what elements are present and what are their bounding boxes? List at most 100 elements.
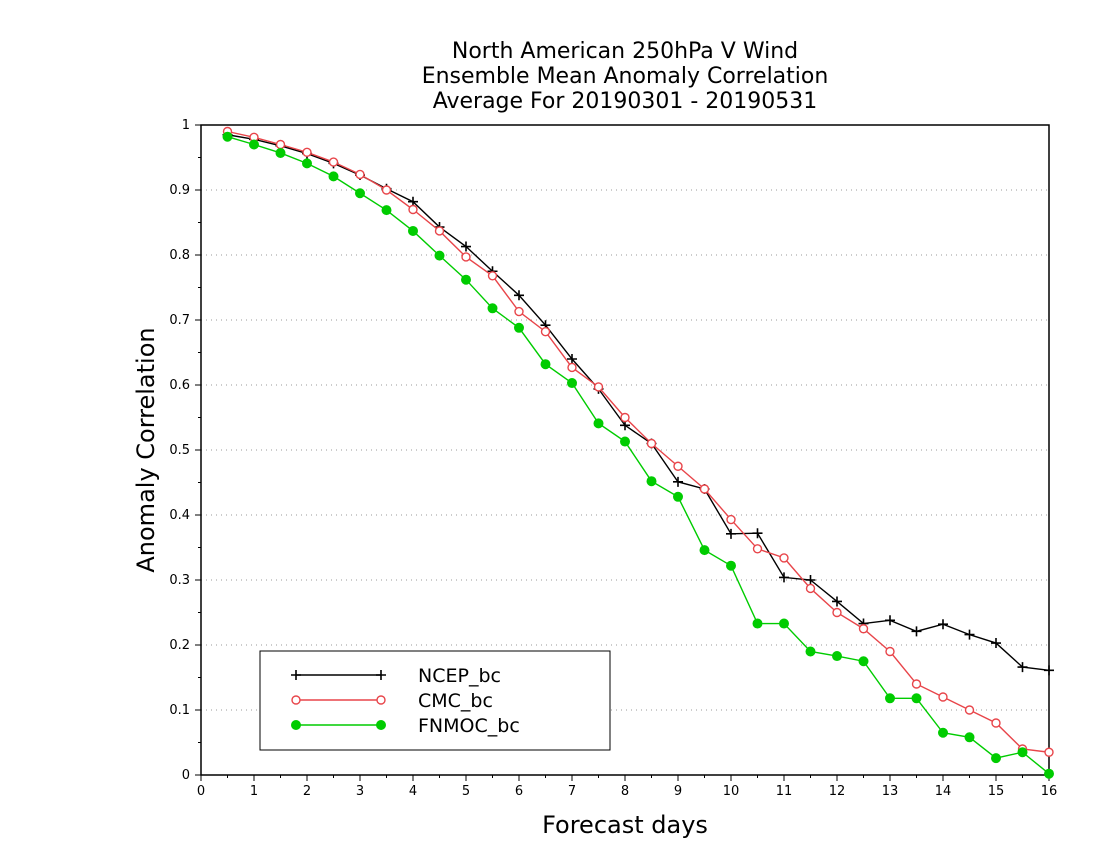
legend-entry-ncep-bc: NCEP_bc (291, 665, 501, 687)
data-point-cmc-bc (540, 327, 551, 337)
x-tick-label: 12 (829, 784, 846, 799)
data-point-cmc-bc (567, 362, 577, 373)
data-point-fnmoc-bc (752, 618, 763, 629)
data-point-cmc-bc (514, 306, 524, 317)
x-tick-label: 1 (250, 784, 258, 799)
data-point-cmc-bc (434, 226, 445, 236)
x-tick-label: 3 (356, 784, 364, 799)
x-tick-label: 4 (409, 784, 417, 799)
x-tick-label: 7 (568, 784, 576, 799)
series-line-cmc-bc (227, 130, 1050, 753)
legend-marker (376, 670, 386, 680)
x-tick-label: 13 (882, 784, 899, 799)
data-point-fnmoc-bc (620, 436, 630, 447)
data-point-ncep-bc (514, 290, 524, 301)
x-tick-label: 8 (621, 784, 629, 799)
data-point-cmc-bc (593, 382, 604, 392)
data-point-ncep-bc (461, 241, 471, 252)
data-point-cmc-bc (620, 412, 630, 423)
y-tick-label: 0 (182, 768, 190, 783)
data-point-cmc-bc (991, 718, 1001, 728)
data-point-ncep-bc (964, 629, 975, 640)
data-point-fnmoc-bc (434, 250, 445, 261)
x-tick-label: 6 (515, 784, 523, 799)
data-point-cmc-bc (1044, 747, 1054, 757)
chart-title-line: Average For 20190301 - 20190531 (433, 89, 818, 114)
data-point-cmc-bc (302, 147, 312, 158)
data-point-cmc-bc (408, 204, 418, 215)
data-point-cmc-bc (461, 252, 471, 262)
x-axis-label: Forecast days (542, 811, 708, 839)
data-point-fnmoc-bc (938, 727, 948, 738)
legend-marker (291, 695, 301, 705)
data-point-fnmoc-bc (381, 205, 392, 216)
data-point-cmc-bc (699, 484, 710, 494)
data-point-fnmoc-bc (275, 147, 286, 158)
data-point-cmc-bc (858, 624, 869, 634)
y-tick-label: 0.6 (169, 378, 190, 393)
data-point-cmc-bc (832, 607, 842, 618)
legend-label: FNMOC_bc (418, 715, 520, 737)
data-point-fnmoc-bc (646, 476, 657, 487)
data-point-fnmoc-bc (964, 732, 975, 743)
data-point-fnmoc-bc (408, 225, 418, 236)
y-axis-label: Anomaly Correlation (132, 327, 160, 572)
x-tick-label: 9 (674, 784, 682, 799)
data-point-ncep-bc (779, 572, 789, 583)
data-point-ncep-bc (752, 528, 763, 539)
chart-title-line: Ensemble Mean Anomaly Correlation (422, 64, 829, 89)
x-tick-label: 11 (776, 784, 793, 799)
data-point-ncep-bc (1017, 662, 1028, 673)
y-tick-label: 0.3 (169, 573, 190, 588)
data-point-fnmoc-bc (222, 131, 233, 142)
data-point-fnmoc-bc (461, 274, 471, 285)
data-point-fnmoc-bc (567, 378, 577, 389)
x-tick-label: 15 (988, 784, 1005, 799)
data-point-ncep-bc (938, 619, 948, 630)
x-tick-label: 5 (462, 784, 470, 799)
data-point-cmc-bc (726, 514, 736, 525)
legend-marker (376, 695, 386, 705)
data-point-cmc-bc (275, 139, 286, 150)
x-tick-label: 2 (303, 784, 311, 799)
data-point-ncep-bc (911, 626, 922, 637)
data-point-cmc-bc (938, 692, 948, 702)
data-point-ncep-bc (567, 354, 577, 364)
legend-marker (376, 720, 386, 730)
series-ncep-bc (222, 129, 1054, 676)
y-tick-label: 0.7 (169, 313, 190, 328)
data-point-fnmoc-bc (726, 560, 736, 571)
gridlines (201, 189, 1049, 711)
data-point-fnmoc-bc (487, 303, 498, 314)
data-point-fnmoc-bc (328, 171, 339, 182)
chart-title-line: North American 250hPa V Wind (452, 39, 798, 64)
data-point-cmc-bc (381, 185, 392, 195)
x-tick-label: 14 (935, 784, 952, 799)
data-point-cmc-bc (328, 157, 339, 167)
y-tick-label: 0.9 (169, 183, 190, 198)
data-point-ncep-bc (805, 575, 816, 585)
data-point-fnmoc-bc (991, 753, 1001, 764)
series-cmc-bc (222, 126, 1054, 757)
data-point-fnmoc-bc (885, 693, 895, 704)
data-point-ncep-bc (991, 638, 1001, 649)
axis-ticks: 0 1 2 3 4 5 6 7 8 9 10 11 12 13 14 15 1600.10.20.30.40.5… (169, 118, 1057, 799)
data-point-fnmoc-bc (832, 651, 842, 662)
y-tick-label: 0.4 (169, 508, 190, 523)
series-fnmoc-bc (222, 131, 1054, 779)
data-point-cmc-bc (752, 544, 763, 554)
data-point-cmc-bc (646, 438, 657, 449)
data-point-ncep-bc (832, 596, 842, 607)
data-point-cmc-bc (964, 705, 975, 715)
x-tick-label: 0 (197, 784, 205, 799)
data-point-fnmoc-bc (779, 618, 789, 629)
data-point-fnmoc-bc (1044, 768, 1054, 779)
data-point-cmc-bc (355, 169, 365, 180)
data-point-fnmoc-bc (858, 656, 869, 667)
legend-label: NCEP_bc (418, 665, 501, 687)
y-tick-label: 0.8 (169, 248, 190, 263)
x-tick-label: 10 (723, 784, 740, 799)
y-tick-label: 1 (182, 118, 190, 133)
